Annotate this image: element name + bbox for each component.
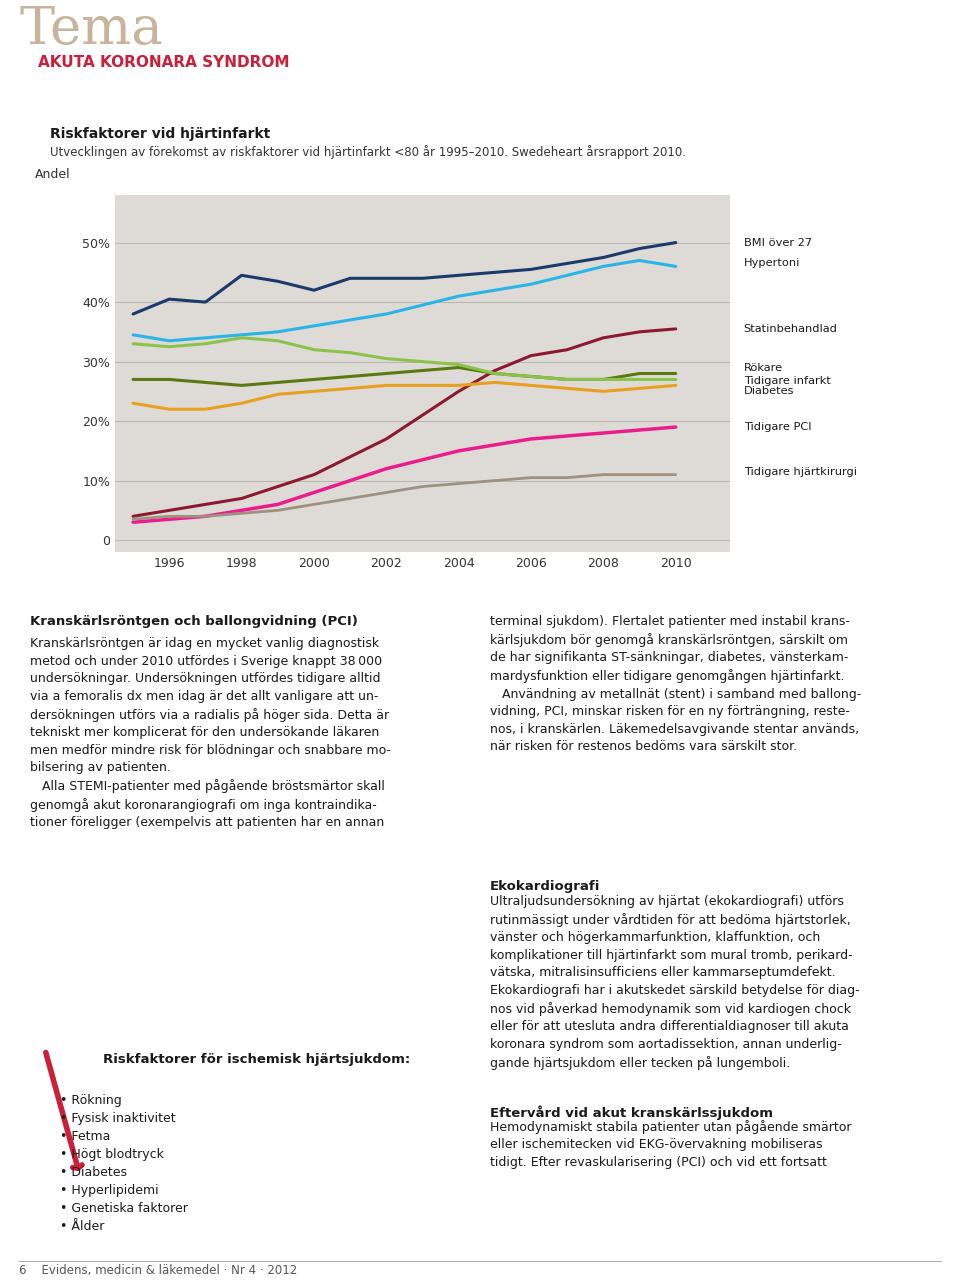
Text: Riskfaktorer vid hjärtinfarkt: Riskfaktorer vid hjärtinfarkt xyxy=(50,126,270,140)
Text: Utvecklingen av förekomst av riskfaktorer vid hjärtinfarkt <80 år 1995–2010. Swe: Utvecklingen av förekomst av riskfaktore… xyxy=(50,145,685,159)
Text: AKUTA KORONARA SYNDROM: AKUTA KORONARA SYNDROM xyxy=(38,55,290,71)
Text: Kranskärlsröntgen är idag en mycket vanlig diagnostisk
metod och under 2010 utfö: Kranskärlsröntgen är idag en mycket vanl… xyxy=(30,638,391,829)
Text: Hemodynamiskt stabila patienter utan pågående smärtor
eller ischemitecken vid EK: Hemodynamiskt stabila patienter utan påg… xyxy=(490,1120,852,1169)
Text: Ekokardiografi: Ekokardiografi xyxy=(490,880,600,892)
Text: Andel: Andel xyxy=(36,167,71,181)
Text: • Rökning
• Fysisk inaktivitet
• Fetma
• Högt blodtryck
• Diabetes
• Hyperlipide: • Rökning • Fysisk inaktivitet • Fetma •… xyxy=(60,1094,188,1233)
Text: Tema: Tema xyxy=(19,4,163,55)
Text: BMI över 27: BMI över 27 xyxy=(744,238,812,248)
Text: Tidigare hjärtkirurgi: Tidigare hjärtkirurgi xyxy=(744,467,856,477)
Text: Tidigare infarkt: Tidigare infarkt xyxy=(744,376,830,386)
Text: Riskfaktorer för ischemisk hjärtsjukdom:: Riskfaktorer för ischemisk hjärtsjukdom: xyxy=(103,1053,410,1066)
Text: Diabetes: Diabetes xyxy=(744,386,794,396)
Text: Rökare: Rökare xyxy=(744,363,782,373)
Text: Ultraljudsundersökning av hjärtat (ekokardiografi) utförs
rutinmässigt under vår: Ultraljudsundersökning av hjärtat (ekoka… xyxy=(490,895,859,1070)
Text: Hypertoni: Hypertoni xyxy=(744,258,800,269)
Text: 6    Evidens, medicin & läkemedel · Nr 4 · 2012: 6 Evidens, medicin & läkemedel · Nr 4 · … xyxy=(19,1264,298,1277)
Text: Eftervård vid akut kranskärlssjukdom: Eftervård vid akut kranskärlssjukdom xyxy=(490,1105,773,1120)
Text: terminal sjukdom). Flertalet patienter med instabil krans-
kärlsjukdom bör genom: terminal sjukdom). Flertalet patienter m… xyxy=(490,615,861,754)
Text: Tidigare PCI: Tidigare PCI xyxy=(744,422,811,432)
Text: Statinbehandlad: Statinbehandlad xyxy=(744,324,837,334)
Text: Kranskärlsröntgen och ballongvidning (PCI): Kranskärlsröntgen och ballongvidning (PC… xyxy=(30,615,358,628)
